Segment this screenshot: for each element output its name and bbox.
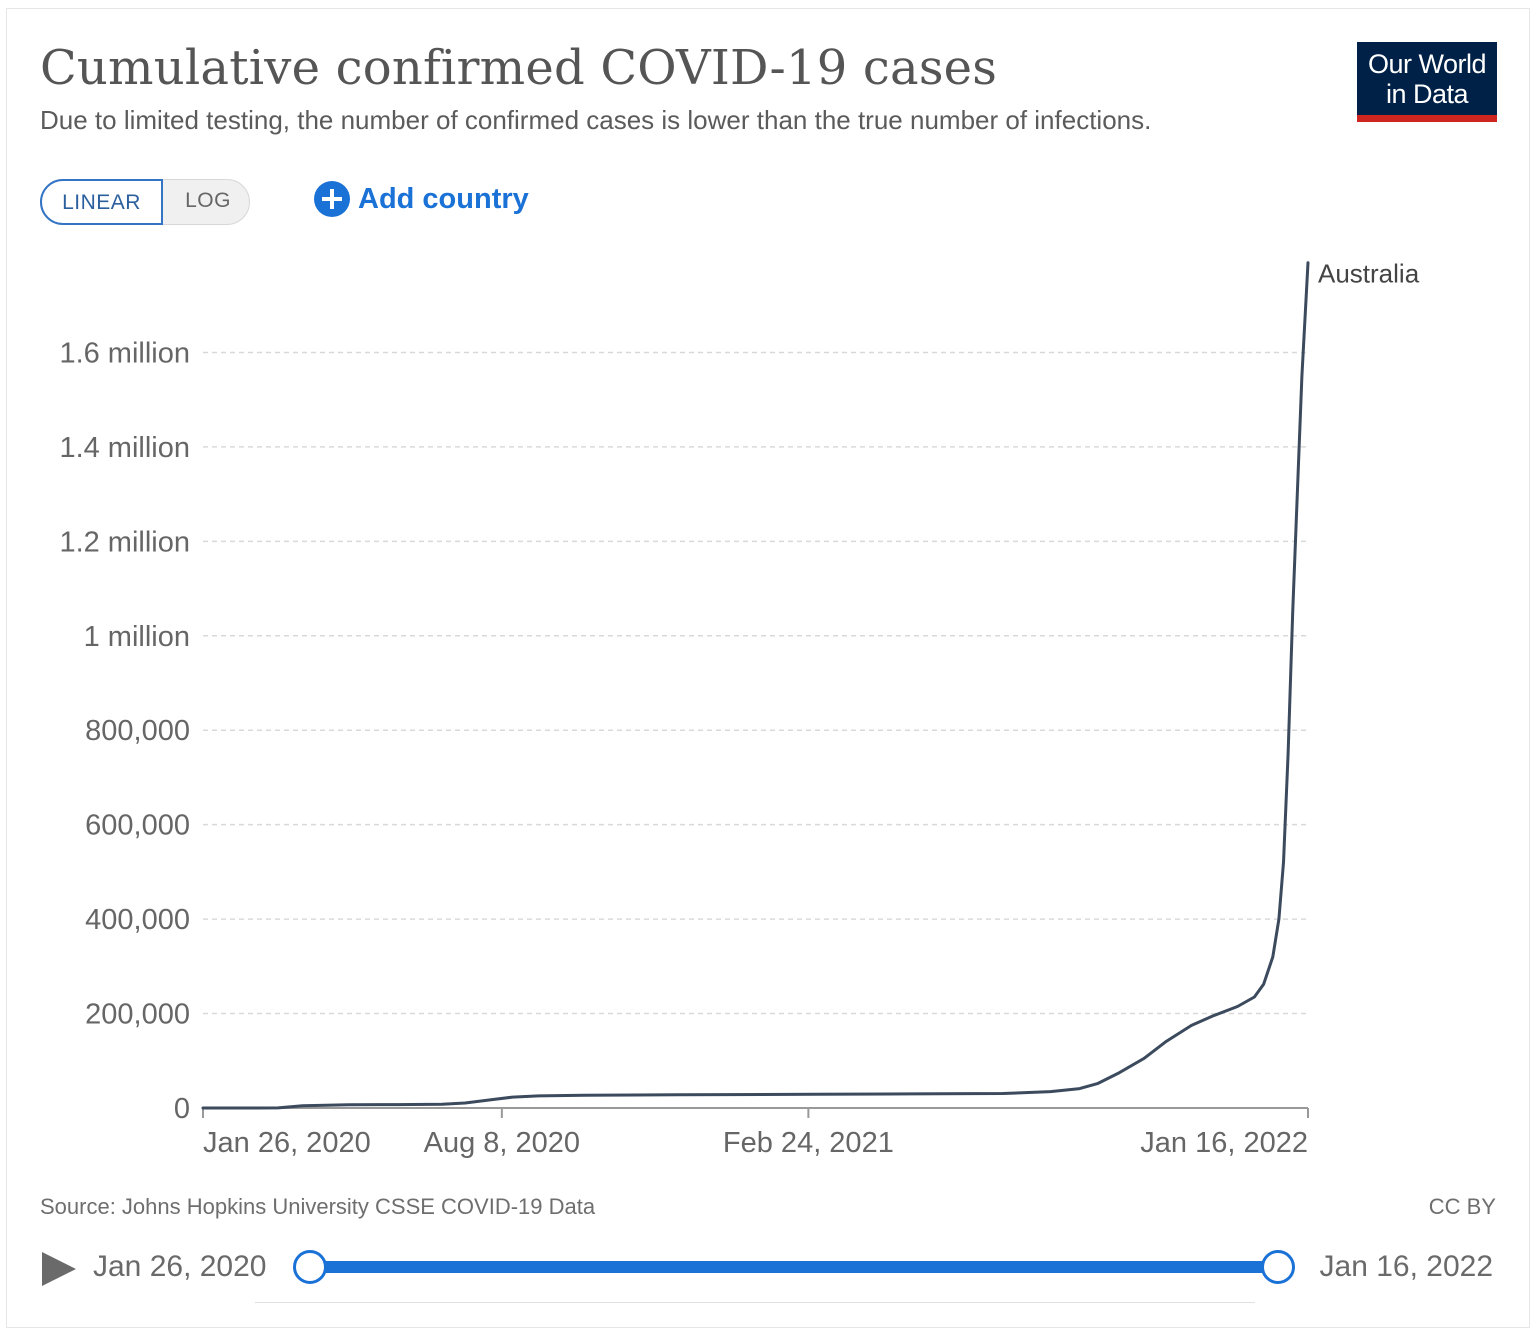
x-tick-label: Aug 8, 2020 [424,1127,580,1159]
grid-layer [203,351,1308,1015]
timeline-start-handle[interactable] [293,1250,327,1284]
series-label-australia[interactable]: Australia [1318,259,1420,289]
source-note[interactable]: Source: Johns Hopkins University CSSE CO… [40,1194,596,1219]
x-tick-label: Feb 24, 2021 [723,1127,894,1159]
timeline-start-label: Jan 26, 2020 [93,1250,267,1283]
plus-circle-icon [314,181,350,217]
timeline-track[interactable] [310,1261,1278,1273]
y-tick-label: 400,000 [85,904,190,936]
log-scale-button[interactable]: LOG [185,189,231,212]
play-icon[interactable] [42,1252,76,1286]
y-tick-label: 1.6 million [59,337,190,369]
timeline-end-label: Jan 16, 2022 [1319,1250,1493,1283]
add-country-label: Add country [358,182,529,215]
series-line-australia[interactable] [201,261,1310,1110]
y-tick-label: 600,000 [85,810,190,842]
linear-scale-button[interactable]: LINEAR [40,179,163,225]
logo-line-2: in Data [1385,78,1469,109]
y-tick-label: 1.2 million [59,526,190,558]
line-chart: 0 200,000 400,000 600,000 800,000 1 million 1.… [59,259,1420,1159]
logo-line-1: Our World [1367,48,1487,79]
y-tick-label: 1.4 million [59,432,190,464]
owid-logo[interactable]: Our World in Data [1357,42,1497,122]
y-tick-label: 1 million [84,621,190,653]
x-tick-label: Jan 26, 2020 [203,1127,371,1159]
y-tick-label: 200,000 [85,999,190,1031]
add-country-button[interactable]: Add country [314,179,529,219]
x-tick-label: Jan 16, 2022 [1140,1127,1308,1159]
license-link[interactable]: CC BY [1428,1194,1496,1219]
bottom-tab-divider [255,1302,1255,1309]
chart-subtitle: Due to limited testing, the number of co… [40,105,1152,135]
timeline-end-handle[interactable] [1261,1250,1295,1284]
y-tick-labels: 0 200,000 400,000 600,000 800,000 1 million 1.… [59,337,190,1125]
y-tick-label: 0 [174,1093,190,1125]
chart-title: Cumulative confirmed COVID-19 cases [40,40,998,96]
scale-toggle: LINEAR LOG [40,179,250,225]
timeline: Jan 26, 2020 Jan 16, 2022 [0,1240,1536,1300]
x-axis: Jan 26, 2020 Aug 8, 2020 Feb 24, 2021 Jan 1… [202,1107,1309,1159]
y-tick-label: 800,000 [85,715,190,747]
